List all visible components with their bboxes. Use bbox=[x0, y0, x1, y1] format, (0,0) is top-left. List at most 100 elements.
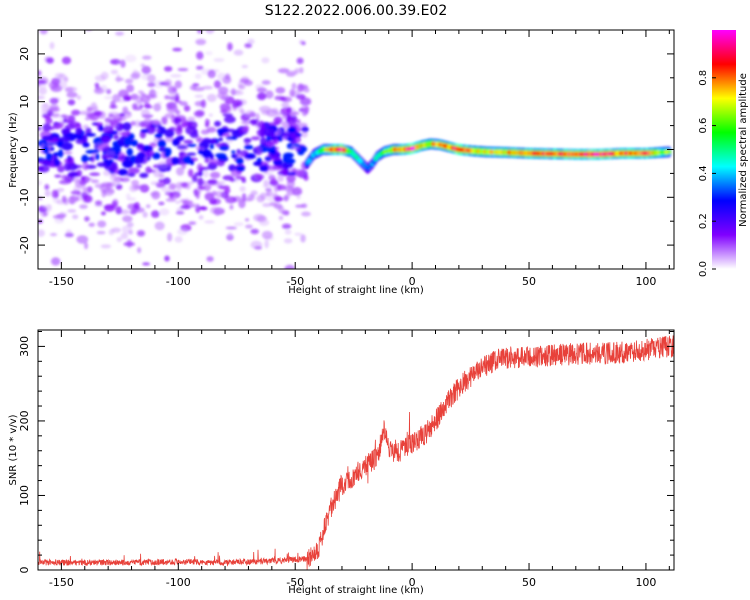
noise-blob bbox=[187, 200, 193, 205]
noise-blob bbox=[188, 202, 200, 208]
noise-blob bbox=[111, 161, 118, 171]
noise-blob bbox=[166, 232, 173, 242]
noise-blob bbox=[57, 73, 67, 81]
noise-blob bbox=[144, 102, 151, 109]
noise-blob bbox=[109, 174, 116, 182]
noise-blob bbox=[137, 90, 144, 94]
spectrogram-y-tick-label: 20 bbox=[18, 47, 31, 61]
noise-blob bbox=[76, 95, 82, 100]
noise-blob bbox=[157, 160, 169, 170]
noise-blob bbox=[79, 204, 88, 209]
noise-blob bbox=[270, 177, 278, 187]
snr-y-tick-label: 300 bbox=[18, 336, 31, 357]
noise-blob bbox=[168, 191, 175, 199]
noise-blob bbox=[219, 145, 230, 151]
noise-blob bbox=[141, 65, 152, 75]
noise-blob bbox=[234, 152, 245, 158]
noise-blob bbox=[70, 190, 81, 196]
noise-blob bbox=[277, 174, 284, 183]
snr-panel: -150 -100 -50 0 50 100 0 100 200 300 Height of s… bbox=[8, 329, 675, 596]
noise-blob bbox=[278, 215, 284, 221]
noise-blob bbox=[140, 109, 151, 118]
noise-blob bbox=[174, 80, 182, 89]
noise-blob bbox=[46, 57, 54, 64]
noise-blob bbox=[179, 151, 184, 157]
noise-blob bbox=[259, 165, 269, 172]
noise-blob bbox=[197, 177, 204, 187]
spectrogram-x-axis: -150 -100 -50 0 50 100 bbox=[37, 30, 670, 288]
noise-blob bbox=[232, 103, 238, 112]
noise-blob bbox=[216, 180, 226, 185]
noise-blob bbox=[203, 184, 212, 191]
noise-blob bbox=[281, 102, 290, 108]
noise-blob bbox=[145, 204, 151, 209]
snr-y-tick-label: 200 bbox=[18, 410, 31, 431]
noise-blob bbox=[122, 159, 134, 168]
noise-blob bbox=[150, 192, 159, 197]
noise-blob bbox=[195, 65, 204, 70]
noise-blob bbox=[117, 60, 123, 65]
noise-blob bbox=[297, 83, 305, 92]
noise-blob bbox=[140, 63, 146, 68]
noise-blob bbox=[235, 157, 244, 165]
noise-blob bbox=[177, 67, 189, 72]
noise-blob bbox=[150, 181, 159, 186]
noise-blob bbox=[194, 94, 204, 98]
noise-blob bbox=[250, 190, 258, 196]
noise-blob bbox=[58, 149, 64, 158]
noise-blob bbox=[177, 143, 189, 151]
noise-blob bbox=[235, 176, 246, 180]
noise-blob bbox=[84, 216, 90, 222]
noise-blob bbox=[63, 151, 73, 155]
noise-blob bbox=[250, 136, 261, 141]
noise-blob bbox=[44, 190, 51, 197]
snr-frame bbox=[37, 329, 675, 571]
noise-blob bbox=[124, 54, 137, 63]
noise-blob bbox=[171, 157, 180, 165]
noise-blob bbox=[159, 208, 170, 216]
noise-blob bbox=[42, 145, 50, 154]
noise-blob bbox=[183, 139, 194, 144]
snr-x-label: Height of straight line (km) bbox=[288, 585, 424, 596]
noise-blob bbox=[205, 188, 210, 192]
noise-blob bbox=[265, 90, 274, 99]
noise-blob bbox=[296, 119, 301, 124]
noise-blob bbox=[197, 30, 203, 34]
noise-blob bbox=[126, 238, 133, 248]
noise-blob bbox=[213, 57, 225, 63]
colorbar-tick-label: 0.4 bbox=[698, 165, 709, 181]
noise-region bbox=[38, 30, 312, 269]
noise-blob bbox=[38, 165, 50, 173]
noise-blob bbox=[142, 211, 148, 218]
noise-blob bbox=[106, 88, 112, 95]
noise-blob bbox=[188, 221, 197, 225]
noise-blob bbox=[179, 101, 188, 107]
noise-blob bbox=[283, 238, 293, 244]
noise-blob bbox=[107, 189, 115, 194]
noise-blob bbox=[126, 197, 137, 201]
noise-blob bbox=[58, 179, 71, 185]
noise-blob bbox=[71, 195, 77, 204]
noise-blob bbox=[285, 192, 291, 199]
noise-blob bbox=[38, 126, 42, 131]
noise-blob bbox=[257, 120, 265, 129]
noise-blob bbox=[172, 105, 178, 112]
noise-blob bbox=[281, 210, 290, 216]
noise-blob bbox=[120, 232, 129, 240]
noise-blob bbox=[161, 186, 172, 193]
noise-blob bbox=[42, 123, 52, 132]
noise-blob bbox=[238, 199, 246, 209]
noise-blob bbox=[129, 209, 137, 215]
noise-blob bbox=[111, 200, 118, 208]
noise-blob bbox=[112, 179, 121, 185]
noise-blob bbox=[61, 195, 67, 203]
noise-blob bbox=[244, 224, 253, 229]
noise-blob bbox=[117, 131, 127, 136]
noise-blob bbox=[260, 137, 267, 146]
spectrogram-y-tick-label: -10 bbox=[18, 188, 31, 206]
noise-blob bbox=[281, 121, 287, 126]
noise-blob bbox=[51, 189, 59, 199]
spectrogram-x-tick-label: 0 bbox=[409, 275, 416, 288]
noise-blob bbox=[164, 95, 171, 100]
